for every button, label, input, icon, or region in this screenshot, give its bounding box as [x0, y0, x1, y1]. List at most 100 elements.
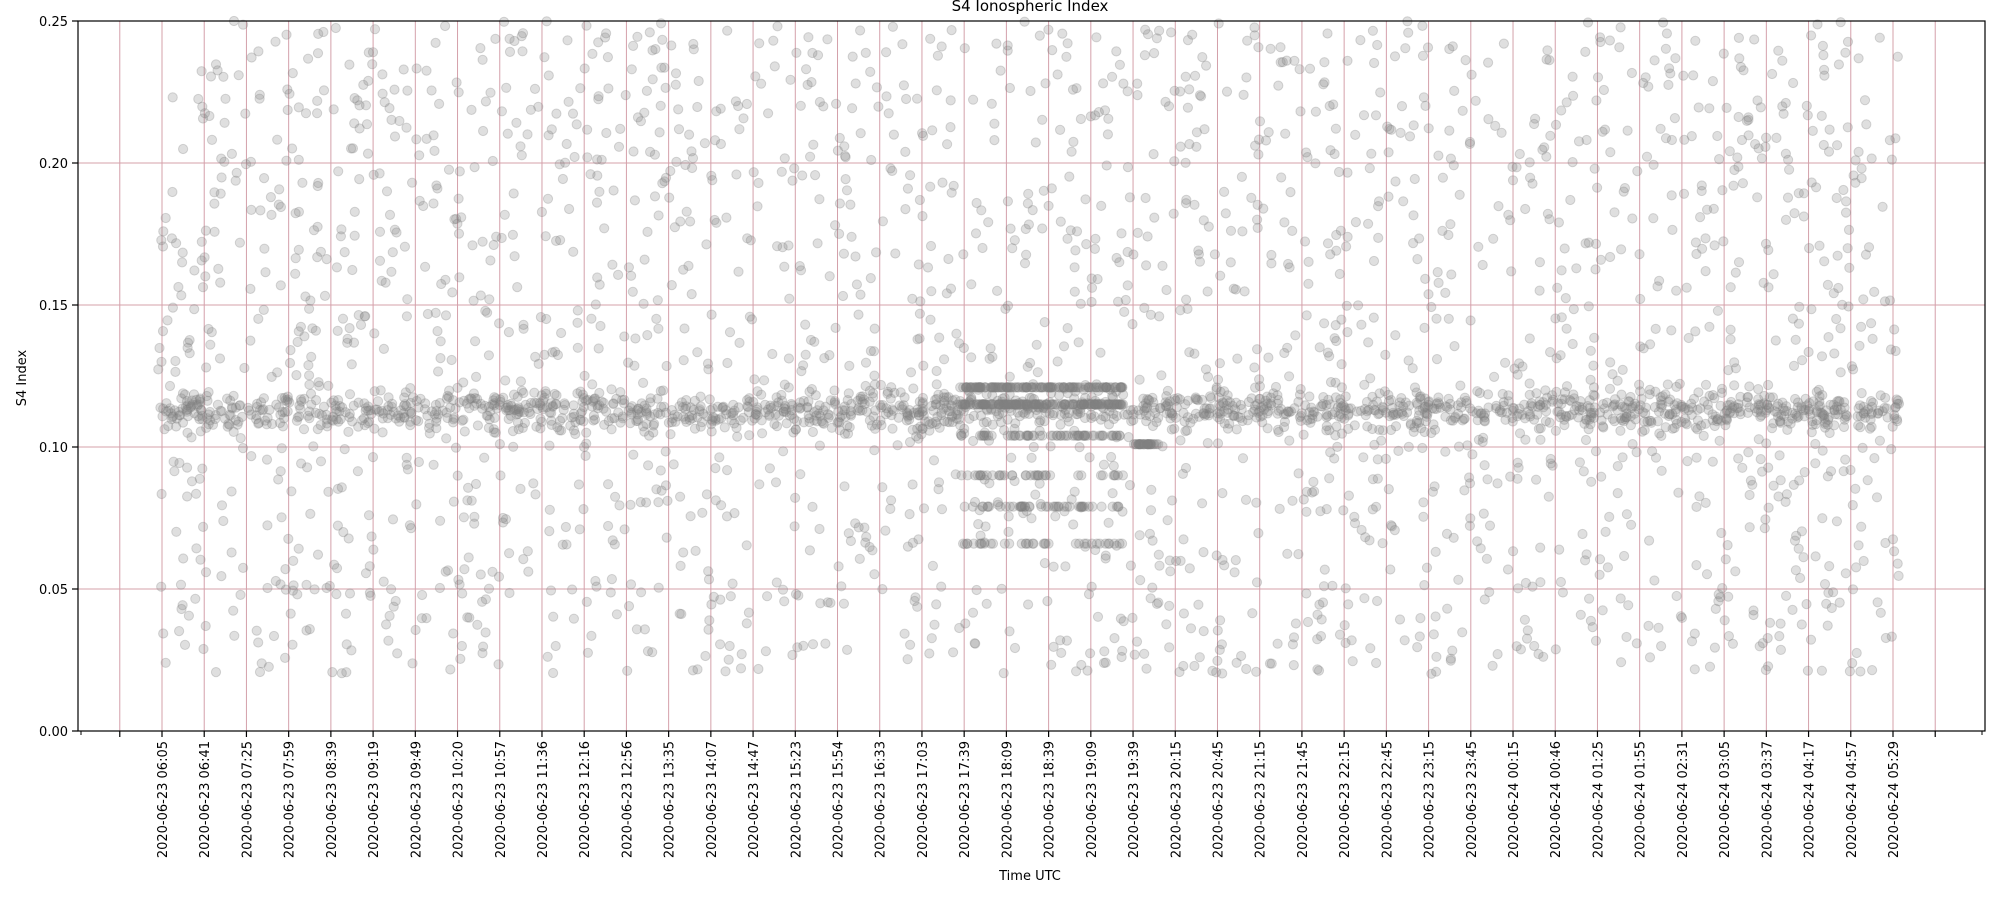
data-point: [440, 20, 451, 32]
data-point: [1605, 251, 1616, 263]
data-point: [666, 40, 677, 51]
data-point: [588, 395, 599, 406]
x-tick-label: 2020-06-23 22:15: [1338, 741, 1353, 858]
data-point: [777, 584, 789, 595]
data-point: [1465, 315, 1476, 326]
data-point: [1478, 508, 1489, 519]
data-point: [631, 624, 643, 635]
data-point: [1880, 537, 1891, 549]
data-point: [290, 253, 301, 264]
data-point: [1604, 35, 1616, 46]
data-point: [1366, 148, 1377, 159]
data-point: [807, 47, 818, 59]
data-point: [1243, 396, 1254, 408]
data-point: [693, 75, 704, 87]
data-point: [779, 261, 790, 272]
data-point: [402, 464, 413, 475]
data-point: [198, 521, 209, 533]
data-point: [1597, 605, 1608, 616]
data-point: [1342, 55, 1353, 66]
data-point: [943, 392, 954, 403]
data-point: [1519, 614, 1531, 625]
data-point: [1263, 352, 1274, 363]
data-point: [1116, 651, 1127, 663]
data-point: [1301, 147, 1312, 158]
data-point: [1056, 647, 1067, 659]
data-point: [490, 33, 501, 45]
data-point: [971, 584, 982, 596]
data-point: [601, 127, 612, 139]
data-point: [931, 599, 942, 610]
data-point: [1025, 85, 1036, 97]
data-point: [738, 113, 749, 124]
data-point: [1147, 535, 1158, 546]
data-point: [1329, 333, 1340, 344]
data-point: [1355, 405, 1367, 416]
data-point: [1635, 341, 1646, 352]
data-point: [499, 209, 510, 220]
data-point: [987, 351, 998, 362]
data-point: [177, 600, 188, 611]
data-point: [455, 653, 466, 665]
data-point: [924, 648, 935, 659]
data-point: [1842, 243, 1853, 254]
data-point: [1178, 608, 1190, 619]
data-point: [1648, 213, 1659, 224]
data-point: [706, 170, 717, 181]
data-point: [383, 401, 394, 412]
data-point: [749, 413, 760, 424]
data-point: [1727, 638, 1739, 649]
data-point: [1867, 333, 1878, 344]
data-point: [1729, 164, 1740, 176]
data-point: [1408, 426, 1419, 437]
data-point: [1149, 402, 1160, 413]
data-point: [1796, 619, 1807, 630]
data-point: [1122, 162, 1134, 173]
data-point: [695, 401, 706, 412]
data-point: [767, 348, 778, 360]
data-point: [202, 395, 213, 406]
data-point: [1652, 281, 1663, 292]
data-point: [1512, 473, 1523, 484]
data-point: [847, 103, 858, 114]
data-point: [288, 580, 299, 591]
data-point: [1021, 249, 1032, 260]
data-point: [890, 248, 901, 259]
data-point: [1212, 438, 1224, 449]
data-point: [933, 484, 944, 495]
data-point: [692, 347, 703, 358]
data-point: [548, 667, 559, 679]
data-point: [1350, 217, 1362, 228]
data-point: [194, 473, 205, 484]
data-point: [829, 385, 840, 396]
data-point: [1432, 267, 1443, 278]
data-point: [1587, 622, 1598, 633]
data-point: [619, 524, 630, 535]
data-point: [1319, 77, 1330, 88]
data-point: [1323, 394, 1334, 405]
data-point: [873, 101, 884, 112]
data-point: [639, 624, 651, 635]
data-point: [1103, 113, 1114, 124]
data-point: [1146, 484, 1157, 495]
data-point: [967, 607, 979, 618]
data-point: [1433, 150, 1444, 161]
data-point: [722, 465, 733, 476]
data-point: [1823, 587, 1834, 598]
data-point: [692, 101, 703, 113]
data-point: [312, 95, 323, 107]
data-point: [1838, 466, 1849, 477]
data-point: [1312, 609, 1323, 620]
data-point: [1560, 410, 1571, 422]
data-point: [253, 637, 264, 648]
data-point: [582, 647, 594, 658]
data-point: [954, 338, 965, 349]
data-point: [1851, 562, 1862, 573]
data-point: [480, 96, 491, 107]
data-point: [1647, 446, 1658, 457]
x-tick-label: 2020-06-24 05:29: [1887, 741, 1902, 858]
data-point: [577, 406, 588, 417]
data-point: [344, 59, 355, 70]
data-point: [823, 412, 834, 423]
data-point: [611, 609, 623, 620]
